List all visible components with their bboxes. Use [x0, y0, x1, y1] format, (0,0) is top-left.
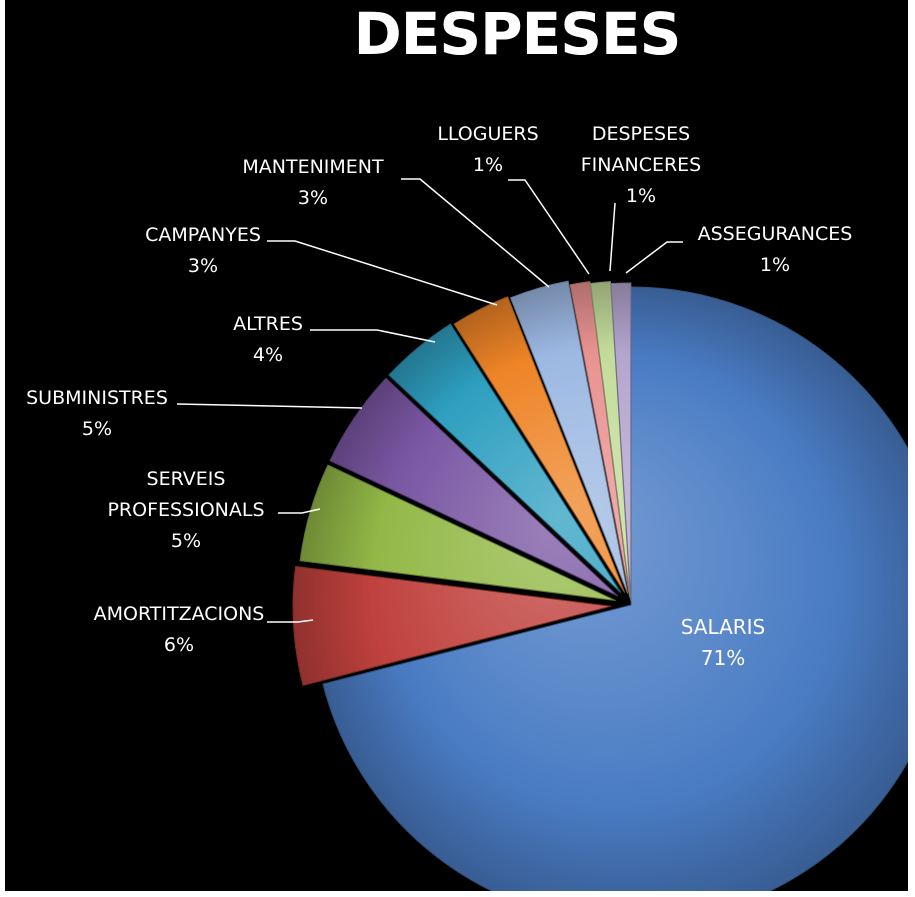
leader-line-despeses-financeres [609, 202, 616, 272]
chart-title: DESPESES [353, 0, 682, 68]
slice-campanyes [453, 296, 626, 593]
label-value-subministres: 5% [82, 418, 112, 440]
slice-manteniment [509, 280, 629, 594]
leader-line-amortitzacions [267, 619, 314, 623]
leader-line-altres [310, 329, 436, 343]
label-name-salaris: SALARIS [681, 615, 766, 639]
slice-assegurances [610, 282, 632, 602]
label-name-despeses-financeres: DESPESES [592, 123, 690, 145]
leader-line-serveis-professionals [278, 508, 321, 514]
label-subministres: SUBMINISTRES 5% [26, 387, 168, 440]
label-name-despeses-financeres: FINANCERES [581, 154, 702, 176]
label-campanyes: CAMPANYES 3% [145, 224, 261, 277]
label-name-lloguers: LLOGUERS [437, 123, 538, 145]
label-altres: ALTRES 4% [233, 313, 303, 366]
label-value-amortitzacions: 6% [164, 634, 194, 656]
leader-line-campanyes [267, 240, 498, 306]
leader-line-manteniment [401, 178, 550, 288]
label-name-serveis-professionals: SERVEIS [147, 468, 226, 490]
label-value-lloguers: 1% [473, 154, 503, 176]
leader-line-lloguers [508, 179, 590, 275]
label-value-manteniment: 3% [298, 187, 328, 209]
label-amortitzacions: AMORTITZACIONS 6% [94, 603, 265, 656]
label-value-altres: 4% [253, 344, 283, 366]
label-salaris: SALARIS 71% [681, 615, 766, 670]
label-serveis-professionals: SERVEIS PROFESSIONALS 5% [107, 468, 264, 552]
label-manteniment: MANTENIMENT 3% [242, 156, 384, 209]
label-value-campanyes: 3% [188, 255, 218, 277]
pie-slices [292, 280, 908, 891]
label-name-amortitzacions: AMORTITZACIONS [94, 603, 265, 625]
slice-despeses-financeres [590, 281, 631, 600]
label-value-despeses-financeres: 1% [626, 185, 656, 207]
label-despeses-financeres: DESPESES FINANCERES 1% [581, 123, 702, 207]
label-name-serveis-professionals: PROFESSIONALS [107, 499, 264, 521]
label-name-subministres: SUBMINISTRES [26, 387, 168, 409]
slice-lloguers [569, 281, 631, 598]
slice-amortitzacions [292, 565, 612, 686]
label-value-assegurances: 1% [760, 254, 790, 276]
chart-frame: DESPESES SALARIS 71% AMORTITZACIONS 6% SERVE… [5, 0, 908, 891]
slice-salaris [322, 286, 908, 891]
label-name-assegurances: ASSEGURANCES [698, 223, 853, 245]
pie-chart: SALARIS 71% AMORTITZACIONS 6% SERVEIS PROFESS… [26, 123, 908, 891]
label-assegurances: ASSEGURANCES 1% [698, 223, 853, 276]
label-lloguers: LLOGUERS 1% [437, 123, 538, 176]
label-value-serveis-professionals: 5% [171, 530, 201, 552]
label-name-altres: ALTRES [233, 313, 303, 335]
leader-lines [176, 178, 683, 623]
label-name-campanyes: CAMPANYES [145, 224, 261, 246]
slice-altres [388, 323, 622, 594]
label-name-manteniment: MANTENIMENT [242, 156, 384, 178]
slice-labels: SALARIS 71% AMORTITZACIONS 6% SERVEIS PROFESS… [26, 123, 852, 670]
slice-subministres [329, 377, 619, 597]
label-value-salaris: 71% [701, 646, 745, 670]
leader-line-subministres [176, 403, 363, 409]
leader-line-assegurances [625, 241, 683, 274]
